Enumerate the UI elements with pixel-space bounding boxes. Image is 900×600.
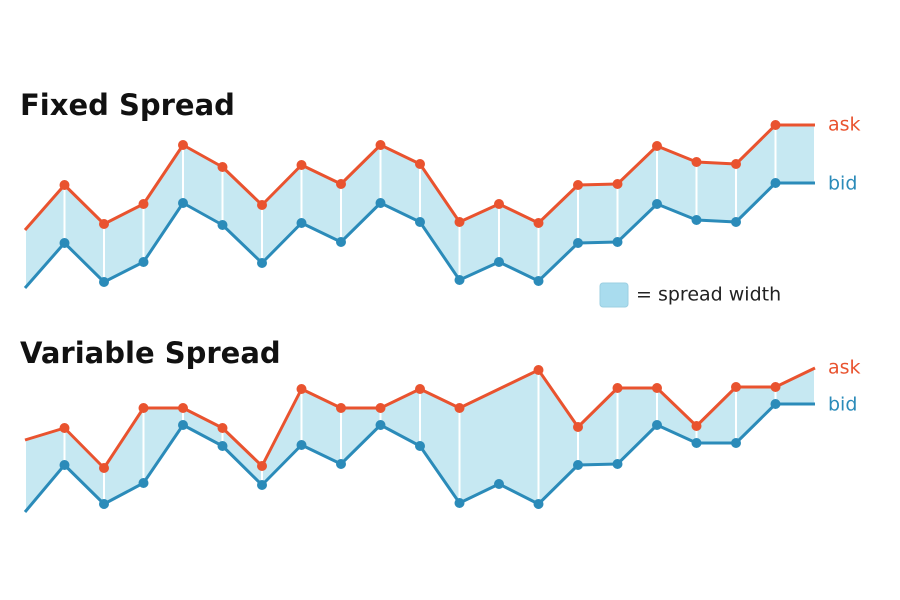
point [375,198,386,208]
chart-title: Fixed Spread [20,88,235,122]
point [217,162,228,172]
point [178,403,188,413]
point [494,479,504,489]
point [691,157,702,167]
point [612,383,623,393]
point [59,180,70,190]
legend-swatch [599,282,629,308]
point [612,179,623,189]
point [770,178,781,188]
point [494,257,504,267]
point [454,275,465,285]
point [296,440,307,450]
point [573,460,583,470]
point [375,403,386,413]
point [415,441,425,451]
point [257,461,267,471]
point [296,384,307,394]
point [494,199,504,209]
point [138,199,149,209]
point [178,198,188,208]
point [612,459,623,469]
point [533,365,544,375]
point [415,159,425,169]
series-label: bid [828,394,857,416]
point [138,257,149,267]
point [296,160,307,170]
point [454,217,465,227]
point [375,420,386,430]
point [652,141,662,151]
point [533,218,544,228]
series-line [24,366,816,470]
series-label: ask [828,357,861,379]
point [375,140,386,150]
point [59,460,70,470]
series-label: bid [828,173,857,195]
point [257,200,267,210]
legend-label: = spread width [636,284,781,306]
point [573,422,583,432]
point [336,179,346,189]
point [691,438,702,448]
point [573,180,583,190]
point [217,441,228,451]
point [217,220,228,230]
point [691,215,702,225]
point [336,403,346,413]
point [59,238,70,248]
point [770,399,781,409]
point [731,217,741,227]
series-label: ask [828,114,861,136]
point [99,463,109,473]
point [217,423,228,433]
point [652,420,662,430]
point [257,258,267,268]
point [296,218,307,228]
point [731,382,741,392]
point [731,438,741,448]
point [533,499,544,509]
point [691,421,702,431]
point [454,498,465,508]
point [454,403,465,413]
point [415,217,425,227]
point [652,199,662,209]
point [731,159,741,169]
point [138,403,149,413]
point [770,382,781,392]
point [138,478,149,488]
point [178,140,188,150]
point [533,276,544,286]
chart-title: Variable Spread [20,336,281,370]
point [99,499,109,509]
point [257,480,267,490]
point [770,120,781,130]
point [336,237,346,247]
point [573,238,583,248]
point [336,459,346,469]
point [59,423,70,433]
point [99,219,109,229]
point [415,384,425,394]
point [652,383,662,393]
point [99,277,109,287]
point [178,420,188,430]
point [612,237,623,247]
